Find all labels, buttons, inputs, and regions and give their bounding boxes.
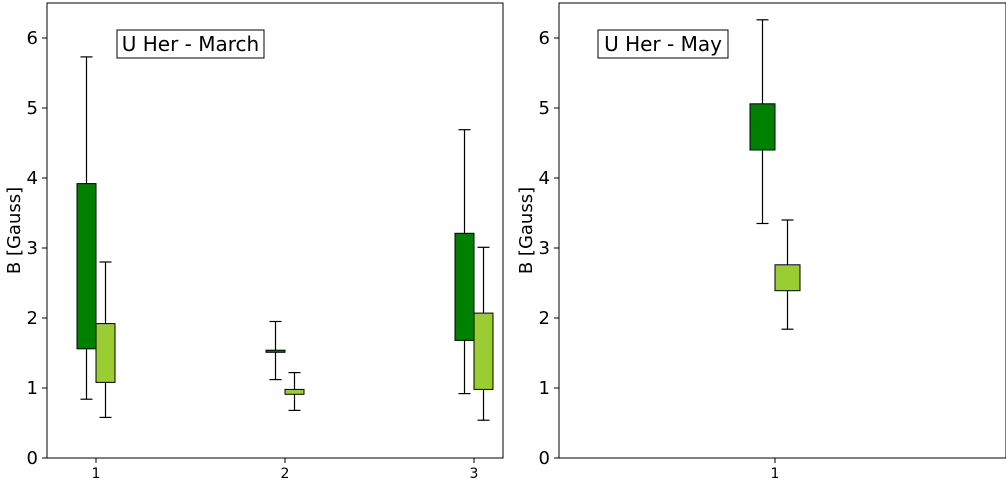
box-dark-3: [454, 129, 475, 395]
x-tick-label: 2: [281, 466, 290, 479]
y-tick-label: 2: [539, 308, 550, 329]
axes-frame: [46, 2, 504, 459]
box-dark-1: [76, 56, 97, 400]
y-tick-label: 4: [27, 168, 38, 189]
y-axis-label: B [Gauss]: [516, 187, 537, 274]
x-tick-label: 3: [470, 466, 479, 479]
box-body: [265, 349, 286, 353]
chart-panel-may: 0 1 2 3 4 5 6 1 B [Gauss] U Her - May: [516, 2, 1006, 479]
box-body: [749, 103, 776, 151]
y-tick-label: 0: [27, 448, 38, 469]
y-tick-label: 4: [539, 168, 550, 189]
y-tick-label: 5: [27, 98, 38, 119]
axes-frame: [558, 2, 1006, 459]
chart-title: U Her - March: [122, 32, 259, 56]
box-light-1: [95, 261, 116, 418]
y-tick-label: 1: [539, 378, 550, 399]
box-body: [76, 183, 97, 350]
y-tick-label: 3: [27, 238, 38, 259]
y-tick-label: 2: [27, 308, 38, 329]
y-tick-label: 5: [539, 98, 550, 119]
box-body: [454, 232, 475, 341]
y-tick-label: 6: [27, 28, 38, 49]
title-box: [116, 29, 265, 59]
title-box: [597, 29, 729, 59]
box-light-2: [284, 372, 305, 411]
y-axis-label: B [Gauss]: [4, 187, 25, 274]
x-tick-label: 1: [771, 466, 780, 479]
y-tick-label: 6: [539, 28, 550, 49]
box-dark-2: [265, 320, 286, 381]
box-body: [774, 264, 801, 292]
y-tick-label: 0: [539, 448, 550, 469]
y-tick-label: 3: [539, 238, 550, 259]
box-light-3: [473, 246, 494, 421]
box-body: [473, 312, 494, 390]
box-body: [95, 323, 116, 383]
y-tick-label: 1: [27, 378, 38, 399]
box-body: [284, 388, 305, 395]
x-tick-label: 1: [92, 466, 101, 479]
box-light-1: [774, 219, 801, 330]
chart-title: U Her - May: [604, 32, 722, 56]
box-dark-1: [749, 19, 776, 225]
